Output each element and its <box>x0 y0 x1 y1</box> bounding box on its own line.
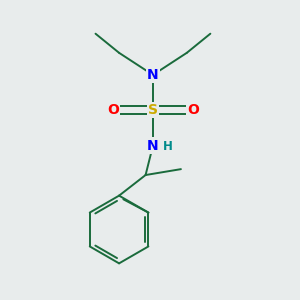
Text: S: S <box>148 103 158 117</box>
Text: O: O <box>107 103 119 117</box>
Text: H: H <box>163 140 173 153</box>
Text: N: N <box>147 68 159 82</box>
Text: N: N <box>147 139 159 153</box>
Text: O: O <box>187 103 199 117</box>
